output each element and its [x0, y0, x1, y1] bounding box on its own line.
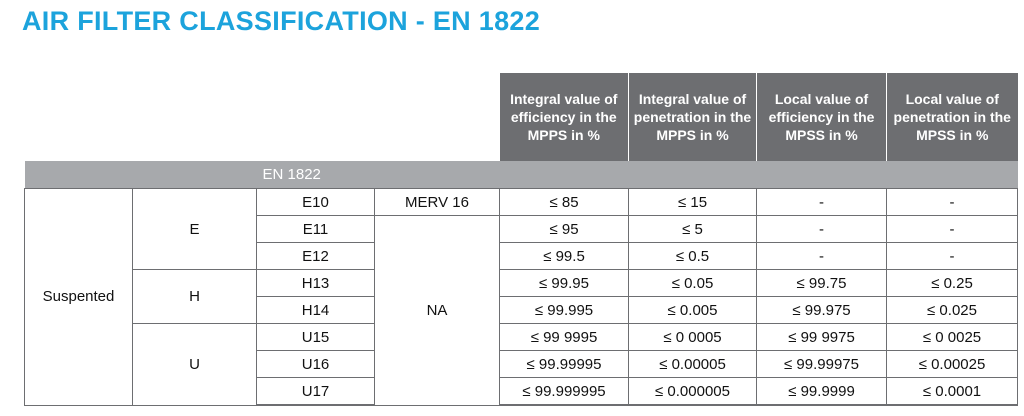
header-local-penetration: Local value of penetration in the MPSS i… [886, 73, 1018, 161]
merv-cell: MERV 16 [374, 188, 500, 216]
filter-class-cell: H14 [256, 296, 375, 324]
integral-efficiency-cell: ≤ 99.999995 [499, 377, 629, 406]
integral-efficiency-cell: ≤ 99 9995 [499, 323, 629, 351]
local-penetration-cell: ≤ 0.25 [886, 269, 1018, 297]
class-h-cell: H [132, 269, 257, 324]
integral-efficiency-cell: ≤ 99.95 [499, 269, 629, 297]
table-row: H H13 ≤ 99.95 ≤ 0.05 ≤ 99.75 ≤ 0.25 [25, 269, 1018, 324]
band-blank [24, 161, 257, 189]
table-row: H14 ≤ 99.995 ≤ 0.005 ≤ 99.975 ≤ 0.025 [25, 296, 1018, 324]
local-efficiency-cell: ≤ 99.9999 [756, 377, 887, 406]
integral-penetration-cell: ≤ 0.5 [628, 242, 757, 270]
local-penetration-cell: ≤ 0.025 [886, 296, 1018, 324]
standard-band: EN 1822 [24, 161, 1018, 189]
header-integral-efficiency: Integral value of efficiency in the MPPS… [499, 73, 629, 161]
page-title: AIR FILTER CLASSIFICATION - EN 1822 [22, 6, 541, 36]
header-local-efficiency: Local value of efficiency in the MPSS in… [756, 73, 887, 161]
standard-label: EN 1822 [256, 161, 1018, 189]
filter-class-cell: H13 [256, 269, 375, 297]
header-integral-penetration: Integral value of penetration in the MPP… [628, 73, 757, 161]
filter-class-cell: U16 [256, 350, 375, 378]
local-efficiency-cell: ≤ 99.975 [756, 296, 887, 324]
local-penetration-cell: - [886, 188, 1018, 216]
integral-efficiency-cell: ≤ 99.99995 [499, 350, 629, 378]
table-row: U U15 ≤ 99 9995 ≤ 0 0005 ≤ 99 9975 ≤ 0 0… [25, 323, 1018, 406]
table-row: Suspented E E10 MERV 16 ≤ 85 ≤ 15 - - [24, 188, 1018, 406]
integral-penetration-cell: ≤ 0 0005 [628, 323, 757, 351]
local-efficiency-cell: - [756, 215, 887, 243]
header-blank [24, 73, 500, 161]
integral-efficiency-cell: ≤ 85 [499, 188, 629, 216]
table-row: E12 ≤ 99.5 ≤ 0.5 - - [25, 242, 1018, 270]
table-row: U17 ≤ 99.999995 ≤ 0.000005 ≤ 99.9999 ≤ 0… [25, 377, 1018, 406]
filter-class-cell: U17 [256, 377, 375, 406]
local-penetration-cell: ≤ 0.0001 [886, 377, 1018, 406]
merv-na-cell: NA [374, 215, 500, 406]
integral-penetration-cell: ≤ 0.000005 [628, 377, 757, 406]
filter-class-cell: E11 [256, 215, 375, 243]
table-row: E11 NA ≤ 95 ≤ 5 - - [25, 215, 1018, 406]
local-penetration-cell: ≤ 0.00025 [886, 350, 1018, 378]
local-efficiency-cell: - [756, 242, 887, 270]
classification-table: Integral value of efficiency in the MPPS… [24, 73, 1018, 406]
filter-class-cell: U15 [256, 323, 375, 351]
integral-efficiency-cell: ≤ 95 [499, 215, 629, 243]
local-efficiency-cell: - [756, 188, 887, 216]
integral-efficiency-cell: ≤ 99.995 [499, 296, 629, 324]
local-efficiency-cell: ≤ 99 9975 [756, 323, 887, 351]
table-row: U16 ≤ 99.99995 ≤ 0.00005 ≤ 99.99975 ≤ 0.… [25, 350, 1018, 378]
local-efficiency-cell: ≤ 99.99975 [756, 350, 887, 378]
integral-penetration-cell: ≤ 5 [628, 215, 757, 243]
integral-penetration-cell: ≤ 15 [628, 188, 757, 216]
local-efficiency-cell: ≤ 99.75 [756, 269, 887, 297]
local-penetration-cell: - [886, 242, 1018, 270]
integral-penetration-cell: ≤ 0.00005 [628, 350, 757, 378]
integral-penetration-cell: ≤ 0.05 [628, 269, 757, 297]
group-cell: Suspented [24, 188, 133, 406]
local-penetration-cell: ≤ 0 0025 [886, 323, 1018, 351]
local-penetration-cell: - [886, 215, 1018, 243]
filter-class-cell: E12 [256, 242, 375, 270]
class-e-cell: E [132, 188, 257, 270]
integral-efficiency-cell: ≤ 99.5 [499, 242, 629, 270]
filter-class-cell: E10 [256, 188, 375, 216]
header-row: Integral value of efficiency in the MPPS… [24, 73, 1018, 161]
integral-penetration-cell: ≤ 0.005 [628, 296, 757, 324]
class-u-cell: U [132, 323, 257, 406]
